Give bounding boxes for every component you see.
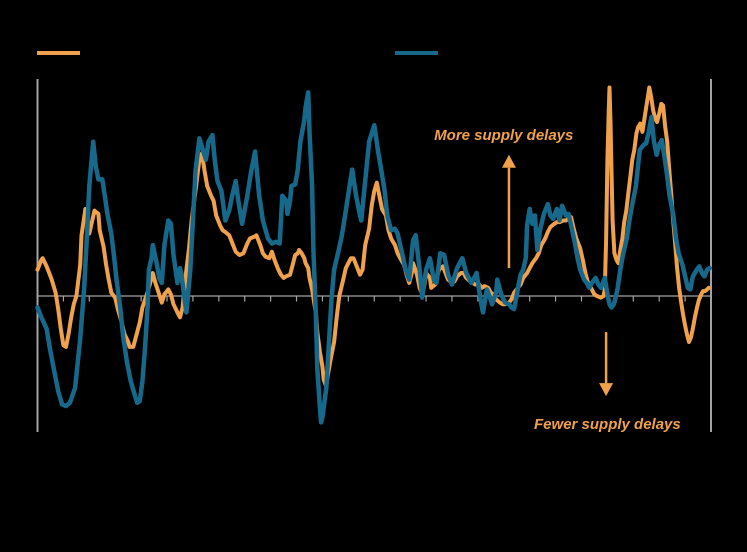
legend-swatch-teal-series: [395, 51, 438, 55]
down-arrow-icon: [599, 332, 614, 397]
annotation-fewer-supply-delays: Fewer supply delays: [534, 416, 681, 433]
annotation-more-supply-delays: More supply delays: [434, 127, 573, 144]
orange-series-line: [35, 85, 711, 389]
up-arrow-icon: [501, 154, 516, 269]
legend-swatch-orange-series: [37, 51, 80, 55]
teal-series-line: [35, 90, 712, 425]
